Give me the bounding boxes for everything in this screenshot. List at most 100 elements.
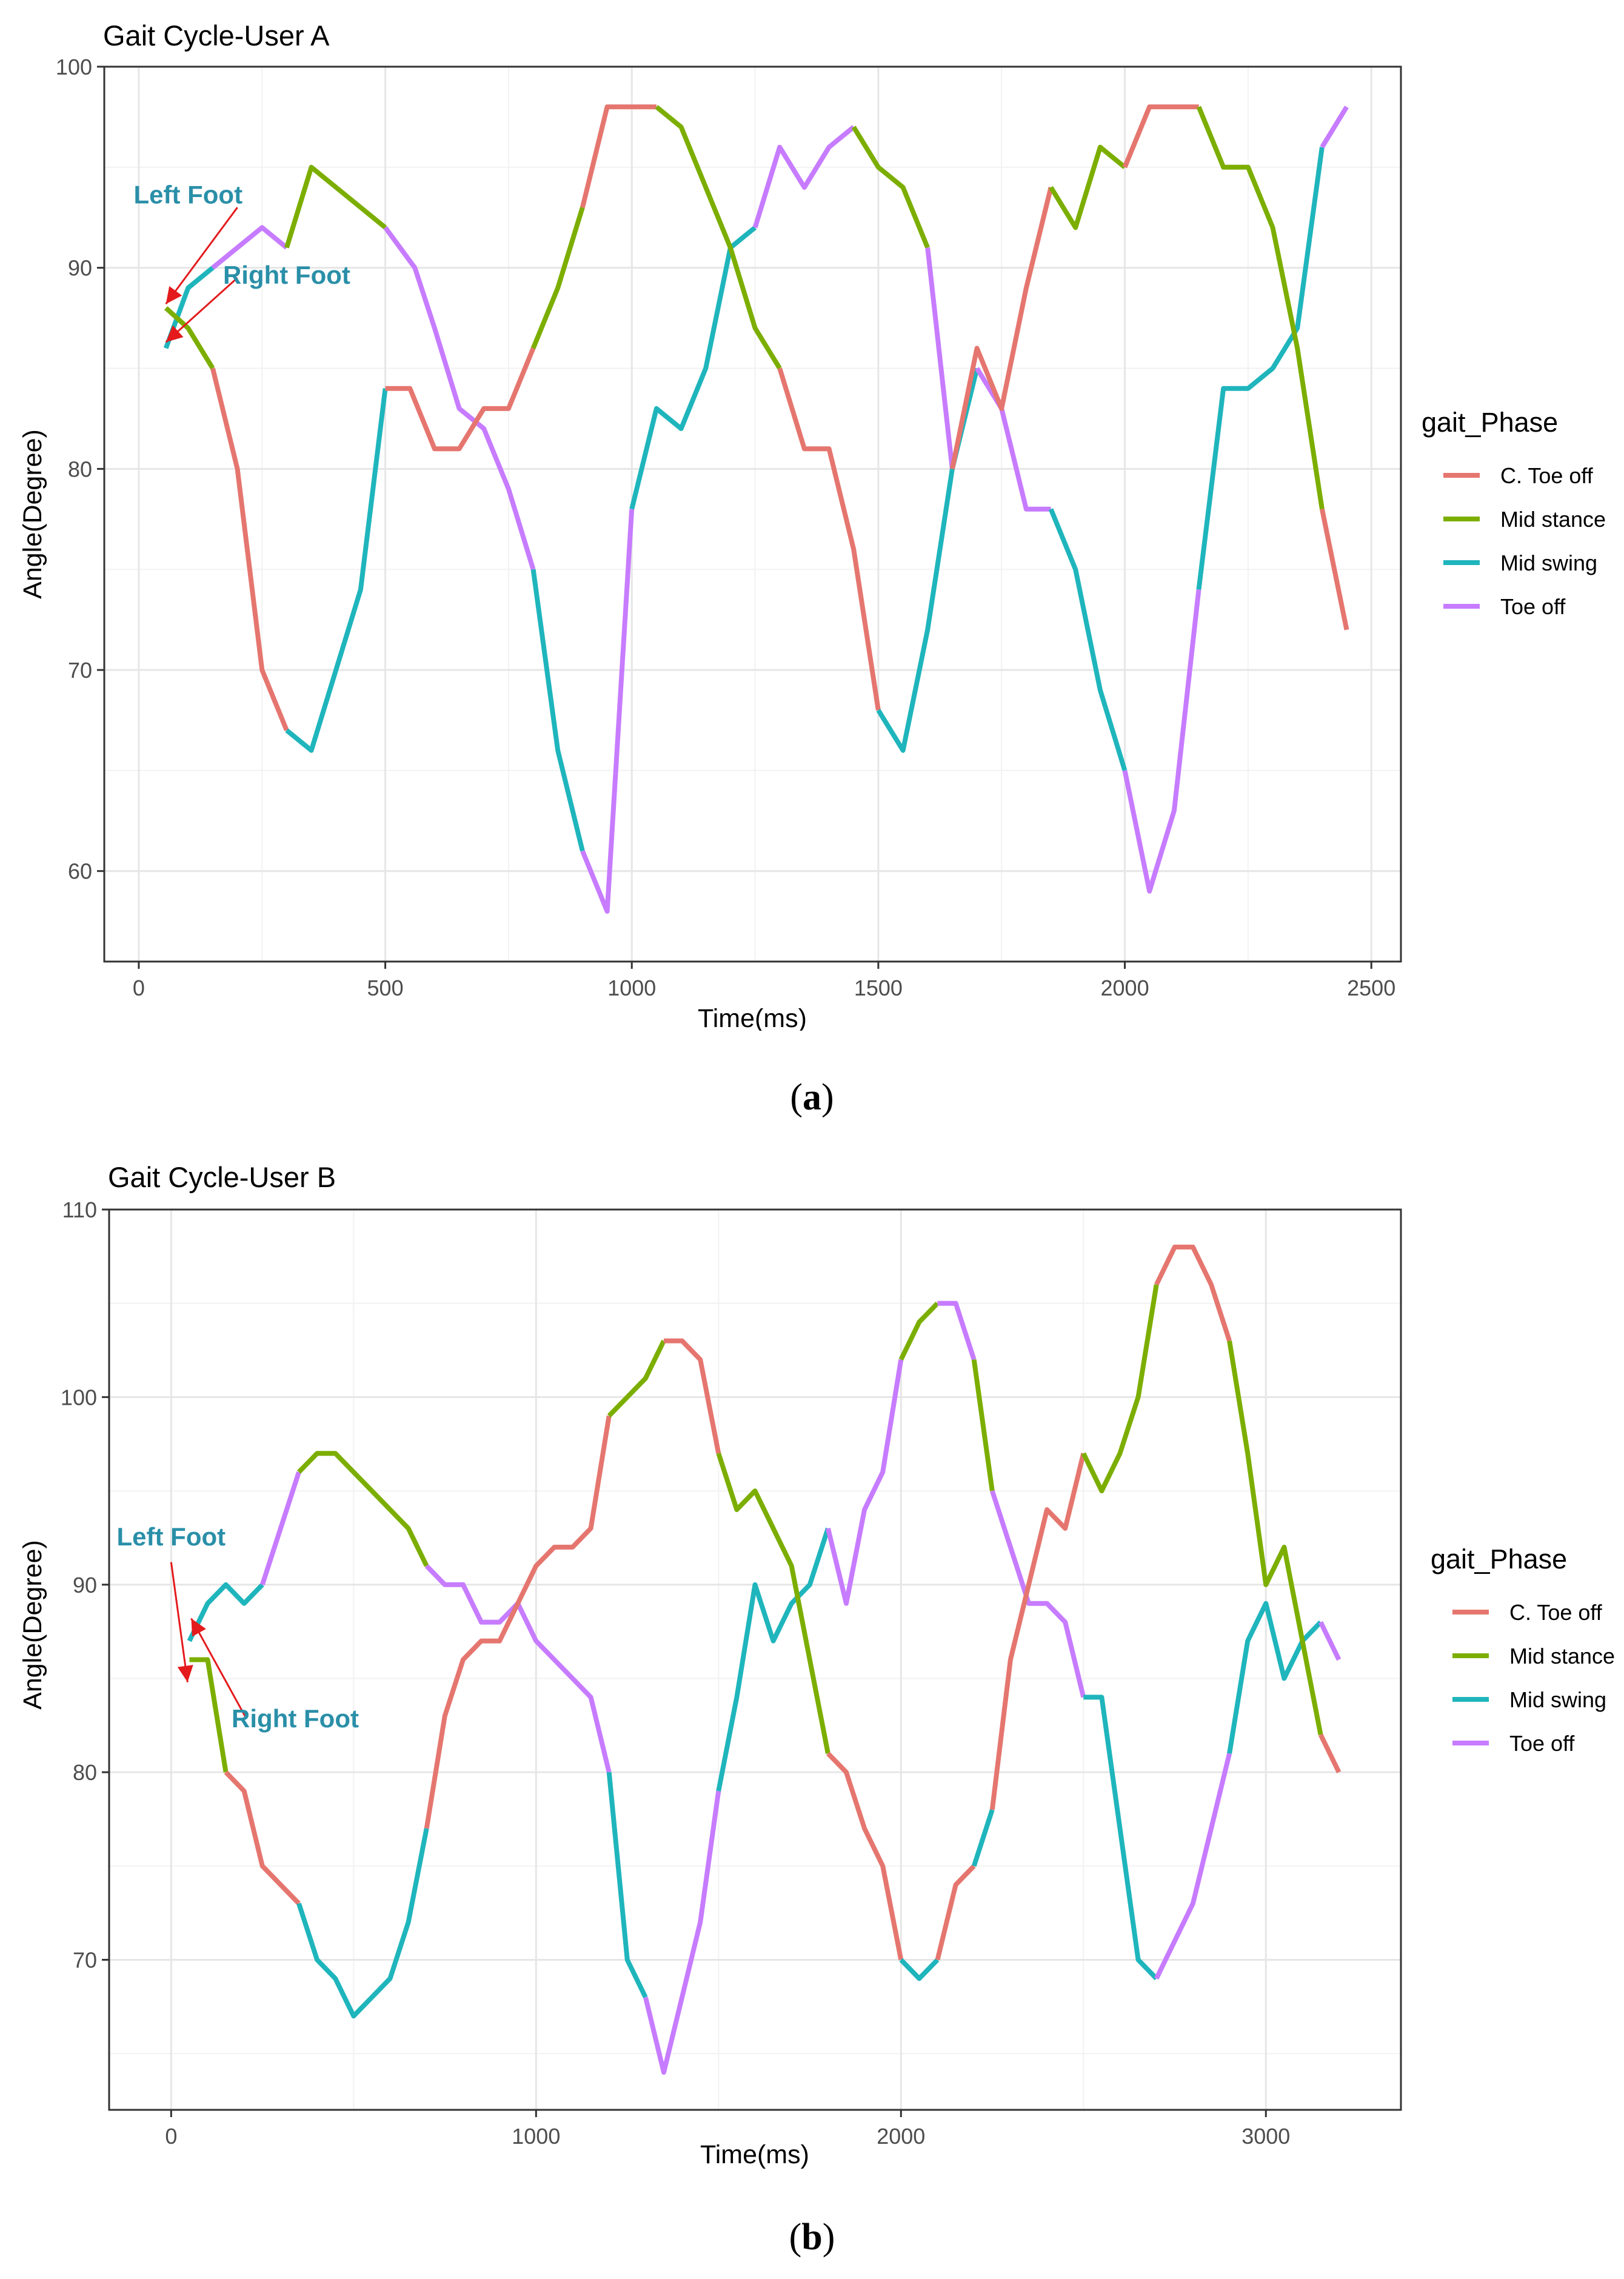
chart-title: Gait Cycle-User A [103, 19, 330, 52]
legend: gait_Phase C. Toe off Mid stance Mid swing… [1422, 407, 1606, 619]
series-mid-swing-segment [971, 1809, 995, 1867]
arrow-line [170, 1562, 189, 1682]
series-toe-off-segment [826, 1359, 904, 1606]
y-axis-label: Angle(Degree) [18, 429, 47, 599]
series-mid-swing-segment [899, 1958, 940, 1981]
series-c-toe-off-segment [1122, 104, 1199, 169]
y-axis-label: Angle(Degree) [18, 1540, 47, 1710]
x-tick-label: 2500 [1347, 976, 1395, 1000]
series-lines [187, 1244, 1342, 2075]
legend-label: Mid stance [1500, 507, 1606, 532]
series-mid-stance-segment [898, 1301, 940, 1361]
series-mid-swing-segment [1048, 508, 1128, 772]
y-tick-label: 80 [68, 457, 92, 481]
chart-title: Gait Cycle-User B [108, 1161, 336, 1193]
series-toe-off-segment [1318, 1621, 1342, 1661]
series-c-toe-off-segment [1319, 508, 1349, 631]
annotation-arrows [170, 1562, 247, 1719]
caption-b-letter: b [801, 2217, 823, 2258]
series-toe-off-segment [643, 1790, 721, 2075]
legend-label: C. Toe off [1509, 1600, 1603, 1625]
series-toe-off-segment [424, 1564, 612, 1773]
series-c-toe-off-segment [935, 1864, 976, 1961]
series-mid-stance-segment [284, 164, 387, 249]
grid-minor [104, 67, 1401, 962]
series-mid-stance-segment [716, 1452, 830, 1754]
plot-border [103, 65, 1402, 963]
y-axis-ticks: 60 70 80 90 100 [56, 55, 104, 884]
y-tick-label: 100 [61, 1385, 97, 1410]
x-tick-label: 2000 [877, 2124, 925, 2149]
legend-label: Mid stance [1509, 1644, 1615, 1668]
series-mid-swing-segment [1196, 147, 1325, 590]
series-toe-off-segment [1122, 589, 1201, 894]
series-mid-stance-segment [1081, 1284, 1159, 1494]
series-mid-stance-segment [1049, 144, 1127, 230]
series-mid-stance-segment [655, 105, 782, 370]
series-toe-off-segment [937, 1300, 977, 1360]
series-mid-stance-segment [189, 1657, 229, 1773]
x-tick-label: 2000 [1101, 976, 1149, 1000]
series-toe-off-segment [383, 226, 536, 571]
x-tick-label: 1500 [854, 976, 903, 1000]
series-c-toe-off-segment [1318, 1733, 1342, 1773]
series-c-toe-off-segment [580, 104, 657, 209]
series-c-toe-off-segment [210, 367, 289, 732]
caption-a-letter: a [803, 1077, 821, 1118]
x-axis-label: Time(ms) [700, 2140, 809, 2169]
plot-background [109, 1210, 1401, 2110]
series-mid-stance-segment [530, 207, 585, 349]
x-axis-label: Time(ms) [698, 1004, 807, 1031]
chart-a: Gait Cycle-User A Left Foot Right Foot 0… [18, 19, 1606, 1031]
series-toe-off-segment [752, 125, 855, 229]
x-tick-label: 0 [165, 2124, 177, 2149]
series-mid-stance-segment [1196, 105, 1325, 510]
y-tick-label: 100 [56, 55, 92, 79]
x-tick-label: 1000 [607, 976, 656, 1000]
plot-border [108, 1208, 1402, 2111]
caption-b-close: ) [822, 2217, 835, 2258]
x-tick-label: 0 [133, 976, 145, 1000]
series-mid-swing-segment [1083, 1695, 1158, 1981]
series-toe-off-segment [1320, 105, 1349, 149]
y-tick-label: 60 [68, 859, 92, 884]
series-c-toe-off-segment [826, 1752, 904, 1961]
series-mid-stance-segment [607, 1339, 666, 1418]
series-mid-swing-segment [876, 468, 955, 753]
plot-background [104, 67, 1401, 962]
legend-label: Toe off [1509, 1731, 1575, 1756]
arrow-head [191, 1618, 206, 1637]
series-c-toe-off-segment [949, 187, 1054, 470]
series-lines [163, 104, 1349, 914]
series-toe-off-segment [975, 367, 1051, 512]
series-mid-stance-segment [164, 306, 215, 370]
x-axis-ticks: 0 500 1000 1500 2000 2500 [133, 962, 1395, 1000]
legend-title: gait_Phase [1431, 1544, 1567, 1575]
caption-a-close: ) [821, 1077, 834, 1118]
series-mid-swing-segment [629, 226, 757, 510]
arrow-head [177, 1665, 193, 1682]
series-mid-stance-segment [1227, 1340, 1323, 1736]
caption-b-open: ( [789, 2217, 802, 2258]
series-c-toe-off-segment [424, 1415, 612, 1829]
x-tick-label: 1000 [512, 2124, 560, 2149]
series-c-toe-off-segment [777, 367, 881, 711]
legend-label: C. Toe off [1500, 463, 1594, 488]
series-mid-swing-segment [530, 569, 585, 852]
y-tick-label: 90 [68, 256, 92, 281]
series-mid-stance-segment [851, 125, 930, 249]
legend-label: Toe off [1500, 594, 1566, 619]
y-tick-label: 70 [73, 1948, 97, 1973]
right-foot-label: Right Foot [232, 1704, 359, 1733]
y-tick-label: 110 [62, 1197, 97, 1222]
caption-b: (b) [0, 2216, 1624, 2259]
legend-label: Mid swing [1500, 551, 1597, 575]
series-toe-off-segment [1154, 1753, 1232, 1980]
series-mid-swing-segment [285, 388, 388, 753]
series-toe-off-segment [925, 247, 955, 469]
caption-a-open: ( [790, 1077, 803, 1118]
y-tick-label: 80 [73, 1760, 97, 1785]
annotation-arrows [165, 207, 238, 343]
right-foot-label: Right Foot [223, 261, 350, 289]
x-axis-ticks: 0 1000 2000 3000 [165, 2110, 1290, 2149]
